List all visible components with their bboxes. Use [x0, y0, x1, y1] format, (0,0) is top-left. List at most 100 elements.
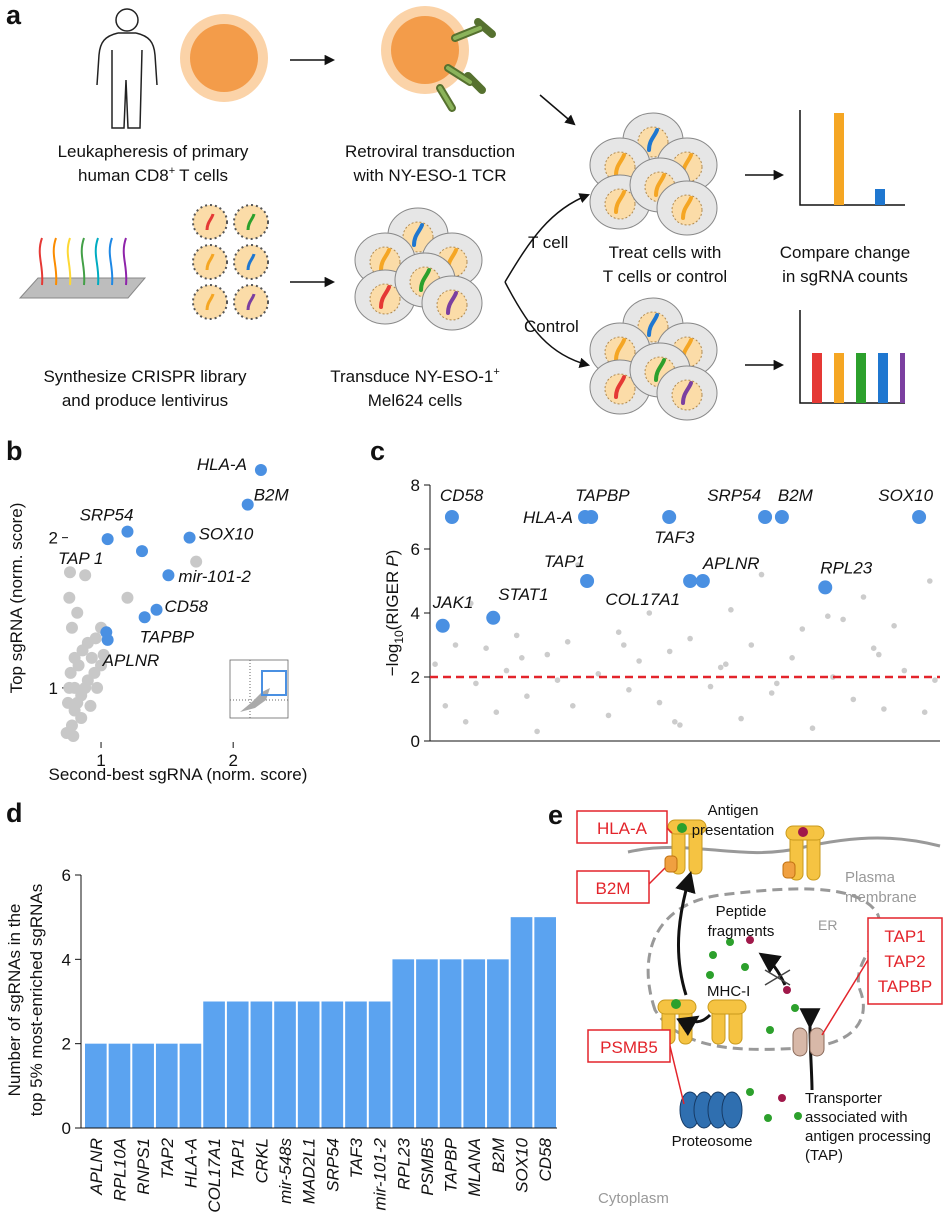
bar — [250, 1001, 273, 1128]
point — [758, 510, 773, 524]
x-tick-label: TAP2 — [158, 1137, 177, 1179]
point — [183, 531, 196, 544]
point — [513, 632, 520, 639]
nucleus — [637, 311, 669, 343]
point — [912, 510, 927, 524]
point-label: TAP1 — [544, 552, 585, 571]
arrow — [539, 94, 576, 126]
label: ER — [818, 917, 837, 933]
y-tick-label: 2 — [62, 1035, 71, 1054]
bar — [108, 1043, 131, 1128]
point — [435, 618, 450, 633]
sgrna — [614, 338, 626, 362]
point — [63, 566, 76, 579]
sgrna — [412, 223, 424, 247]
bar — [203, 1001, 225, 1128]
y-tick-label: 0 — [411, 732, 420, 751]
point — [554, 677, 561, 683]
point — [932, 677, 938, 683]
point — [860, 594, 867, 600]
label: Plasma — [845, 869, 896, 886]
point — [519, 655, 525, 661]
gene-box — [576, 870, 650, 904]
point — [62, 696, 74, 709]
bar — [416, 959, 438, 1128]
point — [524, 693, 530, 699]
x-tick-label: SRP54 — [323, 1138, 342, 1192]
panel-label: c — [370, 436, 385, 466]
bar — [297, 1001, 320, 1128]
x-tick-label: B2M — [489, 1137, 508, 1173]
caption: T cells or control — [603, 267, 727, 286]
point — [748, 642, 755, 648]
point — [162, 569, 175, 582]
bar — [179, 1043, 202, 1128]
x-tick-label: 1 — [96, 751, 105, 770]
point — [121, 591, 134, 604]
point — [799, 626, 806, 632]
point-label: CD58 — [440, 486, 484, 505]
point — [774, 510, 789, 524]
sgrna — [419, 268, 431, 292]
point — [444, 510, 459, 524]
y-axis-label: Top sgRNA (norm. score) — [7, 503, 26, 694]
point — [473, 680, 479, 687]
x-tick-label: MAD2L1 — [300, 1138, 319, 1204]
point — [452, 642, 459, 648]
caption: and produce lentivirus — [62, 391, 228, 410]
point — [580, 574, 595, 588]
superscript: + — [169, 165, 175, 177]
bar — [85, 1043, 107, 1128]
gene-box — [587, 1029, 671, 1063]
label: associated with — [805, 1109, 908, 1126]
x-tick-label: COL17A1 — [205, 1138, 224, 1213]
point — [768, 690, 775, 696]
y-tick-label: 4 — [411, 604, 420, 623]
y-axis-label-part: ) — [383, 550, 402, 556]
point — [84, 699, 97, 712]
bar — [487, 959, 509, 1128]
point — [100, 626, 113, 639]
virus-rna — [246, 213, 256, 231]
label: Peptide — [716, 903, 767, 920]
caption: Synthesize CRISPR library — [43, 367, 247, 386]
x-tick-label: TAF3 — [347, 1137, 366, 1178]
point — [544, 651, 551, 658]
x-tick-label: SOX10 — [513, 1137, 532, 1192]
branch-label: T cell — [528, 233, 568, 252]
point — [63, 591, 76, 604]
point — [91, 681, 104, 694]
nucleus — [604, 373, 636, 405]
superscript: + — [493, 366, 499, 378]
point — [830, 674, 836, 680]
y-axis-label-part: −log — [383, 644, 402, 677]
point — [921, 709, 928, 715]
bar — [226, 1001, 249, 1128]
point — [809, 725, 816, 731]
point — [876, 651, 882, 658]
caption: Retroviral transduction — [345, 142, 515, 161]
point-label: TAPBP — [140, 627, 195, 646]
sgrna — [654, 358, 666, 382]
point-label: SOX10 — [878, 486, 933, 505]
label: Cytoplasm — [598, 1190, 669, 1207]
person — [96, 8, 158, 129]
virus-rna — [246, 253, 256, 271]
point — [758, 571, 765, 578]
y-tick-label: 2 — [411, 668, 420, 687]
gene-box — [576, 810, 668, 844]
sgrna — [681, 381, 693, 405]
point — [605, 712, 612, 719]
point — [870, 645, 877, 651]
cell — [180, 14, 268, 102]
label: membrane — [845, 889, 917, 906]
label: antigen processing — [805, 1128, 931, 1145]
pathway — [627, 819, 941, 1129]
point — [789, 655, 795, 661]
point — [636, 658, 642, 664]
point — [840, 616, 846, 623]
bar — [368, 1001, 391, 1128]
y-axis-label: Number of sgRNAs in the — [5, 904, 24, 1097]
